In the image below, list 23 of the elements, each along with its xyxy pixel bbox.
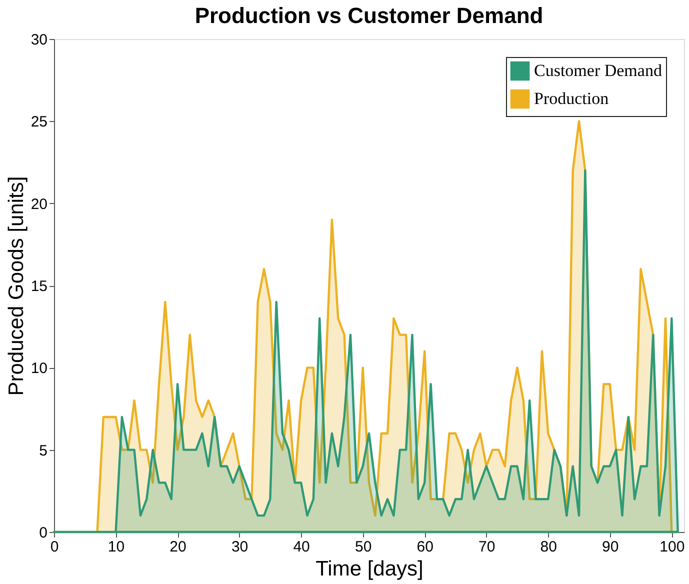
y-tick-label: 15 xyxy=(30,278,48,295)
x-tick-label: 60 xyxy=(416,538,434,556)
x-tick-label: 80 xyxy=(540,538,557,556)
x-tick-label: 100 xyxy=(660,538,685,556)
x-tick-label: 90 xyxy=(602,538,619,556)
x-tick-label: 10 xyxy=(108,538,125,556)
y-tick-label: 5 xyxy=(39,442,48,460)
x-tick-label: 50 xyxy=(354,538,372,556)
x-tick-label: 40 xyxy=(293,538,310,556)
y-tick-label: 0 xyxy=(39,524,48,542)
x-tick-label: 0 xyxy=(50,538,59,556)
x-tick-label: 20 xyxy=(170,538,186,556)
y-tick-label: 10 xyxy=(30,360,48,378)
legend-label: Production xyxy=(534,89,610,108)
chart-title: Production vs Customer Demand xyxy=(194,3,544,28)
x-tick-label: 70 xyxy=(478,538,496,556)
y-tick-label: 25 xyxy=(30,114,48,131)
x-axis-title: Time [days] xyxy=(316,558,424,580)
y-tick-label: 30 xyxy=(30,32,48,48)
y-axis-title: Produced Goods [units] xyxy=(4,176,28,396)
y-tick-label: 20 xyxy=(30,196,48,213)
x-tick-label: 30 xyxy=(231,538,248,556)
legend-label: Customer Demand xyxy=(534,61,662,80)
